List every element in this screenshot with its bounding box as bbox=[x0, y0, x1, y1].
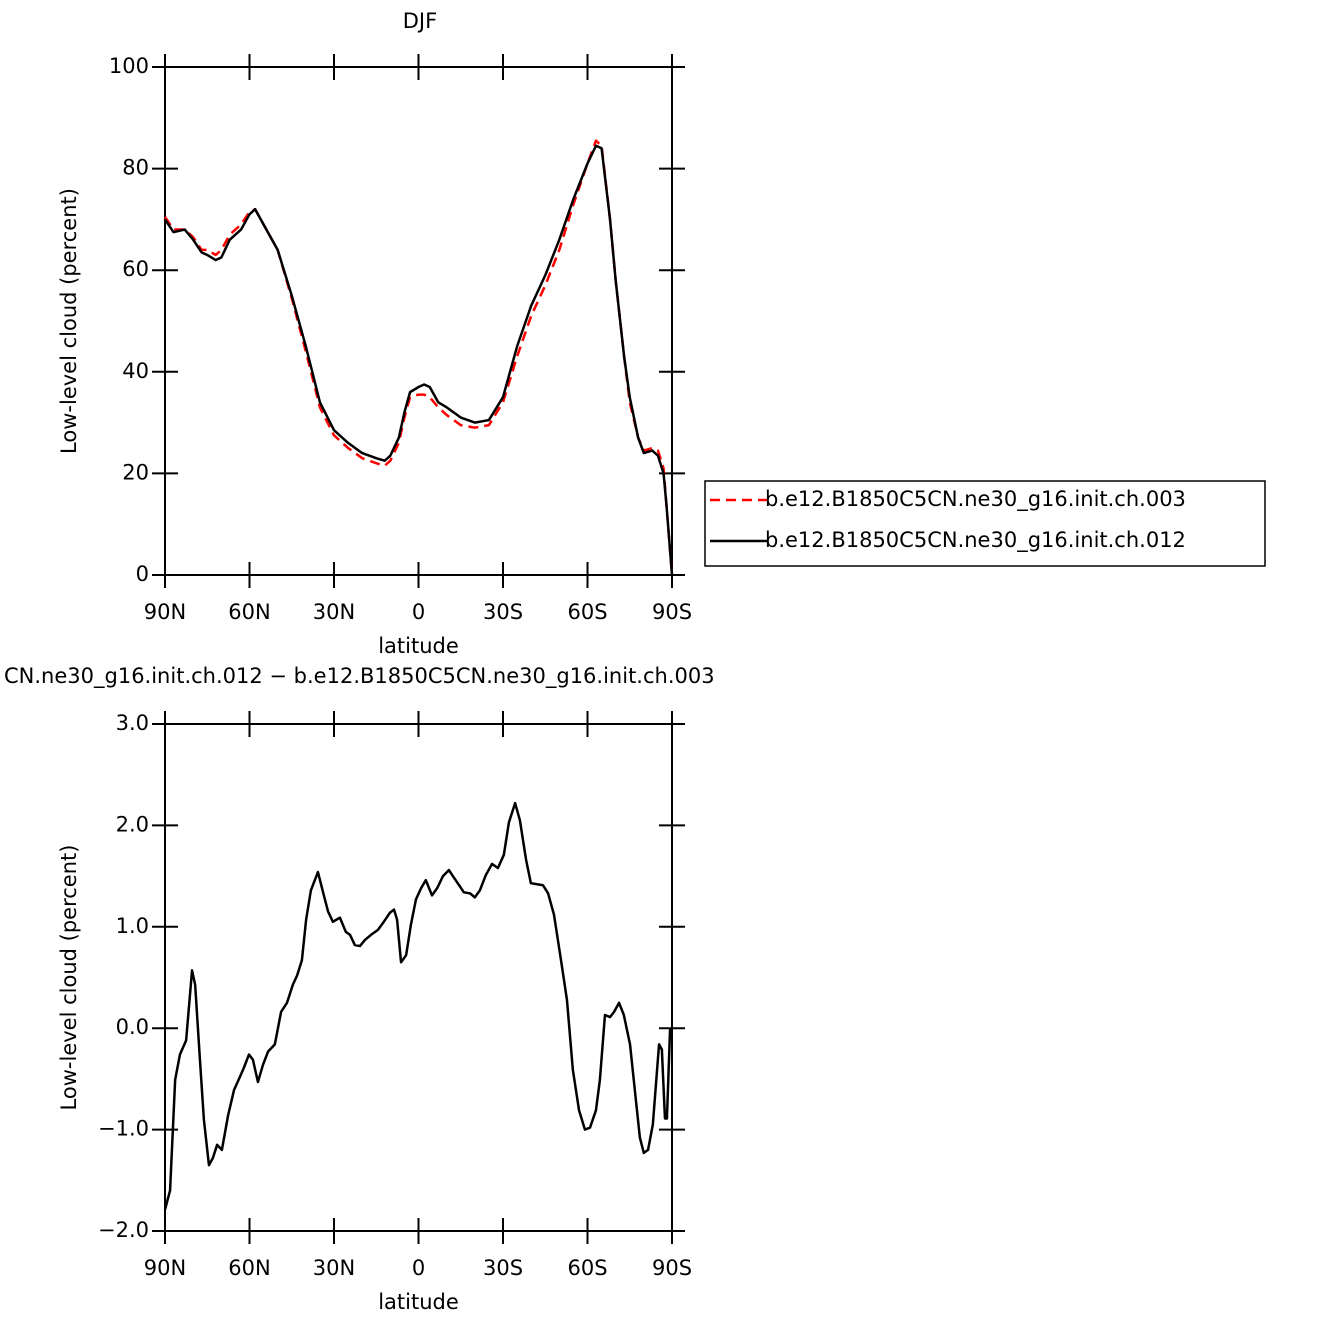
chart-title: DJF bbox=[403, 9, 437, 33]
x-tick-label: 60S bbox=[567, 1256, 607, 1280]
y-tick-label: −2.0 bbox=[98, 1218, 149, 1242]
x-tick-label: 60N bbox=[228, 600, 270, 624]
legend-label: b.e12.B1850C5CN.ne30_g16.init.ch.012 bbox=[765, 528, 1186, 553]
legend-label: b.e12.B1850C5CN.ne30_g16.init.ch.003 bbox=[765, 487, 1186, 512]
plot-frame bbox=[164, 723, 673, 1232]
data-line bbox=[163, 139, 674, 576]
y-tick-label: −1.0 bbox=[98, 1117, 149, 1141]
data-line bbox=[163, 144, 674, 576]
y-tick-label: 3.0 bbox=[116, 711, 149, 735]
y-tick-label: 40 bbox=[122, 359, 149, 383]
x-tick-label: 90S bbox=[652, 1256, 692, 1280]
y-axis-label: Low-level cloud (percent) bbox=[57, 845, 81, 1111]
chart-title: CN.ne30_g16.init.ch.012 − b.e12.B1850C5C… bbox=[4, 664, 715, 689]
y-tick-label: 1.0 bbox=[116, 914, 149, 938]
y-tick-label: 60 bbox=[122, 257, 149, 281]
data-line bbox=[163, 801, 673, 1211]
x-tick-label: 30N bbox=[313, 600, 355, 624]
x-axis-label: latitude bbox=[378, 1290, 459, 1314]
y-tick-label: 2.0 bbox=[116, 812, 149, 836]
y-tick-label: 0 bbox=[136, 562, 149, 586]
x-tick-label: 60S bbox=[567, 600, 607, 624]
x-tick-label: 30N bbox=[313, 1256, 355, 1280]
x-tick-label: 30S bbox=[483, 1256, 523, 1280]
x-tick-label: 0 bbox=[412, 600, 425, 624]
x-axis-label: latitude bbox=[378, 634, 459, 658]
x-tick-label: 60N bbox=[228, 1256, 270, 1280]
y-tick-label: 100 bbox=[109, 54, 149, 78]
x-tick-label: 0 bbox=[412, 1256, 425, 1280]
plot-frame bbox=[164, 66, 673, 576]
x-tick-label: 30S bbox=[483, 600, 523, 624]
x-tick-label: 90N bbox=[144, 1256, 186, 1280]
y-tick-label: 80 bbox=[122, 156, 149, 180]
y-tick-label: 0.0 bbox=[116, 1015, 149, 1039]
x-tick-label: 90N bbox=[144, 600, 186, 624]
y-axis-label: Low-level cloud (percent) bbox=[57, 188, 81, 454]
x-tick-label: 90S bbox=[652, 600, 692, 624]
legend-box bbox=[704, 480, 1266, 567]
y-tick-label: 20 bbox=[122, 460, 149, 484]
